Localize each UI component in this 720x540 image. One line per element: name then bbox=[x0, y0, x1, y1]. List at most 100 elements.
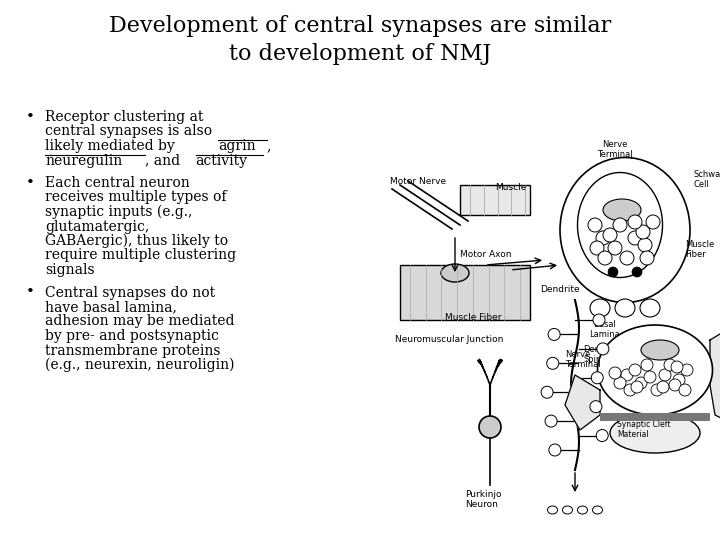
Circle shape bbox=[549, 444, 561, 456]
Text: central synapses is also: central synapses is also bbox=[45, 125, 212, 138]
Bar bbox=[460, 185, 530, 215]
Text: Nerve
Terminal: Nerve Terminal bbox=[565, 350, 600, 369]
Circle shape bbox=[541, 386, 553, 398]
Text: Each central neuron: Each central neuron bbox=[45, 176, 190, 190]
Ellipse shape bbox=[562, 506, 572, 514]
Bar bbox=[400, 265, 530, 320]
Text: by pre- and postsynaptic: by pre- and postsynaptic bbox=[45, 329, 219, 343]
Ellipse shape bbox=[547, 506, 557, 514]
Text: Basal
Lamina: Basal Lamina bbox=[590, 320, 621, 340]
Circle shape bbox=[548, 328, 560, 340]
Text: Synaptic Cleft
Material: Synaptic Cleft Material bbox=[617, 420, 670, 440]
Text: Purkinjo
Neuron: Purkinjo Neuron bbox=[465, 490, 502, 509]
Ellipse shape bbox=[615, 299, 635, 317]
Circle shape bbox=[590, 241, 604, 255]
Text: Dendrite: Dendrite bbox=[540, 285, 580, 294]
Ellipse shape bbox=[560, 158, 690, 302]
Circle shape bbox=[681, 364, 693, 376]
Text: •: • bbox=[26, 110, 35, 124]
Circle shape bbox=[628, 231, 642, 245]
Text: glutamatergic,: glutamatergic, bbox=[45, 219, 149, 233]
Text: Development of central synapses are similar
to development of NMJ: Development of central synapses are simi… bbox=[109, 15, 611, 65]
Circle shape bbox=[671, 361, 683, 373]
Ellipse shape bbox=[441, 264, 469, 282]
Circle shape bbox=[590, 401, 602, 413]
Ellipse shape bbox=[603, 199, 641, 221]
Circle shape bbox=[659, 369, 671, 381]
Text: Central synapses do not: Central synapses do not bbox=[45, 286, 215, 300]
Circle shape bbox=[608, 267, 618, 277]
Circle shape bbox=[598, 251, 612, 265]
Text: Motor Axon: Motor Axon bbox=[460, 250, 511, 259]
Circle shape bbox=[588, 218, 602, 232]
Text: (e.g., neurexin, neuroligin): (e.g., neurexin, neuroligin) bbox=[45, 358, 235, 373]
Circle shape bbox=[636, 225, 650, 239]
Circle shape bbox=[651, 384, 663, 396]
Text: ,: , bbox=[266, 139, 271, 153]
Text: , and: , and bbox=[145, 153, 184, 167]
Circle shape bbox=[673, 374, 685, 386]
Text: have basal lamina,: have basal lamina, bbox=[45, 300, 177, 314]
Text: GABAergic), thus likely to: GABAergic), thus likely to bbox=[45, 234, 228, 248]
Circle shape bbox=[603, 228, 617, 242]
Text: receives multiple types of: receives multiple types of bbox=[45, 191, 227, 205]
Circle shape bbox=[657, 381, 669, 393]
Text: adhesion may be mediated: adhesion may be mediated bbox=[45, 314, 235, 328]
Ellipse shape bbox=[610, 413, 700, 453]
Ellipse shape bbox=[479, 416, 501, 438]
Ellipse shape bbox=[577, 172, 662, 278]
Ellipse shape bbox=[598, 325, 713, 415]
Circle shape bbox=[632, 267, 642, 277]
Circle shape bbox=[646, 215, 660, 229]
Polygon shape bbox=[565, 375, 600, 430]
Text: Muscle Fiber: Muscle Fiber bbox=[445, 313, 502, 322]
Text: Nerve
Terminal: Nerve Terminal bbox=[597, 140, 633, 159]
Circle shape bbox=[624, 384, 636, 396]
Ellipse shape bbox=[577, 506, 588, 514]
Circle shape bbox=[620, 251, 634, 265]
Circle shape bbox=[593, 314, 605, 326]
Circle shape bbox=[669, 379, 681, 391]
Circle shape bbox=[629, 364, 641, 376]
Circle shape bbox=[546, 357, 559, 369]
Ellipse shape bbox=[641, 340, 679, 360]
Circle shape bbox=[591, 372, 603, 384]
Ellipse shape bbox=[593, 506, 603, 514]
Circle shape bbox=[640, 251, 654, 265]
Circle shape bbox=[596, 231, 610, 245]
Ellipse shape bbox=[590, 299, 610, 317]
Circle shape bbox=[638, 238, 652, 252]
Text: Dendritic
Spines: Dendritic Spines bbox=[583, 345, 621, 364]
Polygon shape bbox=[710, 325, 720, 425]
Circle shape bbox=[644, 371, 656, 383]
Circle shape bbox=[613, 218, 627, 232]
Circle shape bbox=[609, 367, 621, 379]
Circle shape bbox=[641, 359, 653, 371]
Circle shape bbox=[621, 369, 633, 381]
Ellipse shape bbox=[640, 299, 660, 317]
Text: Muscle
Fiber: Muscle Fiber bbox=[685, 240, 714, 259]
Bar bbox=[600, 413, 710, 421]
Circle shape bbox=[596, 429, 608, 442]
Circle shape bbox=[635, 377, 647, 389]
Circle shape bbox=[597, 343, 609, 355]
Circle shape bbox=[664, 359, 676, 371]
Text: •: • bbox=[26, 176, 35, 190]
Circle shape bbox=[614, 377, 626, 389]
Text: synaptic inputs (e.g.,: synaptic inputs (e.g., bbox=[45, 205, 192, 219]
Text: activity: activity bbox=[196, 153, 248, 167]
Circle shape bbox=[631, 381, 643, 393]
Circle shape bbox=[679, 384, 691, 396]
Text: Muscle: Muscle bbox=[495, 183, 526, 192]
Text: Neuromuscular Junction: Neuromuscular Junction bbox=[395, 335, 503, 344]
Text: signals: signals bbox=[45, 263, 94, 277]
Text: Receptor clustering at: Receptor clustering at bbox=[45, 110, 203, 124]
Text: neuregulin: neuregulin bbox=[45, 153, 122, 167]
Circle shape bbox=[608, 241, 622, 255]
Text: transmembrane proteins: transmembrane proteins bbox=[45, 343, 220, 357]
Circle shape bbox=[545, 415, 557, 427]
Text: require multiple clustering: require multiple clustering bbox=[45, 248, 236, 262]
Text: Motor Nerve: Motor Nerve bbox=[390, 177, 446, 186]
Text: likely mediated by: likely mediated by bbox=[45, 139, 179, 153]
Text: •: • bbox=[26, 286, 35, 300]
